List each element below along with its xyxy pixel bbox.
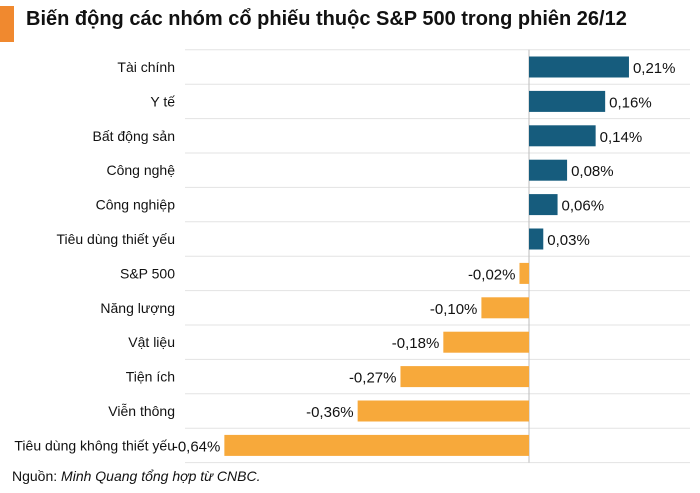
- value-label: 0,06%: [562, 198, 605, 215]
- category-label: Công nghiệp: [96, 197, 176, 213]
- bar-3: [529, 159, 568, 181]
- bar-9: [400, 366, 529, 388]
- source-prefix: Nguồn:: [12, 468, 62, 484]
- value-label: -0,64%: [173, 438, 221, 455]
- bar-10: [357, 400, 529, 422]
- value-label: -0,36%: [306, 404, 354, 421]
- category-label: Vật liệu: [128, 334, 175, 350]
- title-accent-bar: [0, 6, 14, 42]
- category-label: Năng lượng: [100, 300, 175, 316]
- bar-7: [481, 297, 529, 319]
- category-label: Tài chính: [117, 59, 175, 75]
- category-label: Viễn thông: [108, 403, 175, 419]
- category-label: Công nghệ: [106, 162, 175, 178]
- value-label: -0,27%: [349, 370, 397, 387]
- value-label: 0,14%: [600, 129, 643, 146]
- value-label: -0,02%: [468, 266, 516, 283]
- bar-1: [529, 90, 606, 112]
- value-label: 0,03%: [547, 232, 590, 249]
- category-label: Tiêu dùng thiết yếu: [56, 231, 175, 247]
- value-label: 0,16%: [609, 94, 652, 111]
- bar-5: [529, 228, 544, 250]
- value-label: -0,18%: [392, 335, 440, 352]
- source-note: Nguồn: Minh Quang tổng hợp từ CNBC.: [12, 468, 260, 484]
- value-label: -0,10%: [430, 301, 478, 318]
- source-text: Minh Quang tổng hợp từ CNBC.: [61, 468, 261, 484]
- bar-4: [529, 194, 558, 216]
- value-label: 0,21%: [633, 60, 676, 77]
- value-label: 0,08%: [571, 163, 614, 180]
- chart-title: Biến động các nhóm cổ phiếu thuộc S&P 50…: [26, 8, 627, 30]
- category-label: Tiêu dùng không thiết yếu: [14, 437, 175, 453]
- bar-8: [443, 331, 529, 353]
- bar-11: [224, 434, 530, 456]
- category-label: S&P 500: [120, 265, 175, 281]
- category-label: Y tế: [150, 93, 175, 109]
- category-label: Tiện ích: [126, 369, 175, 385]
- bar-6: [519, 262, 529, 284]
- bar-0: [529, 56, 629, 78]
- bar-2: [529, 125, 596, 147]
- category-label: Bất động sản: [92, 128, 175, 144]
